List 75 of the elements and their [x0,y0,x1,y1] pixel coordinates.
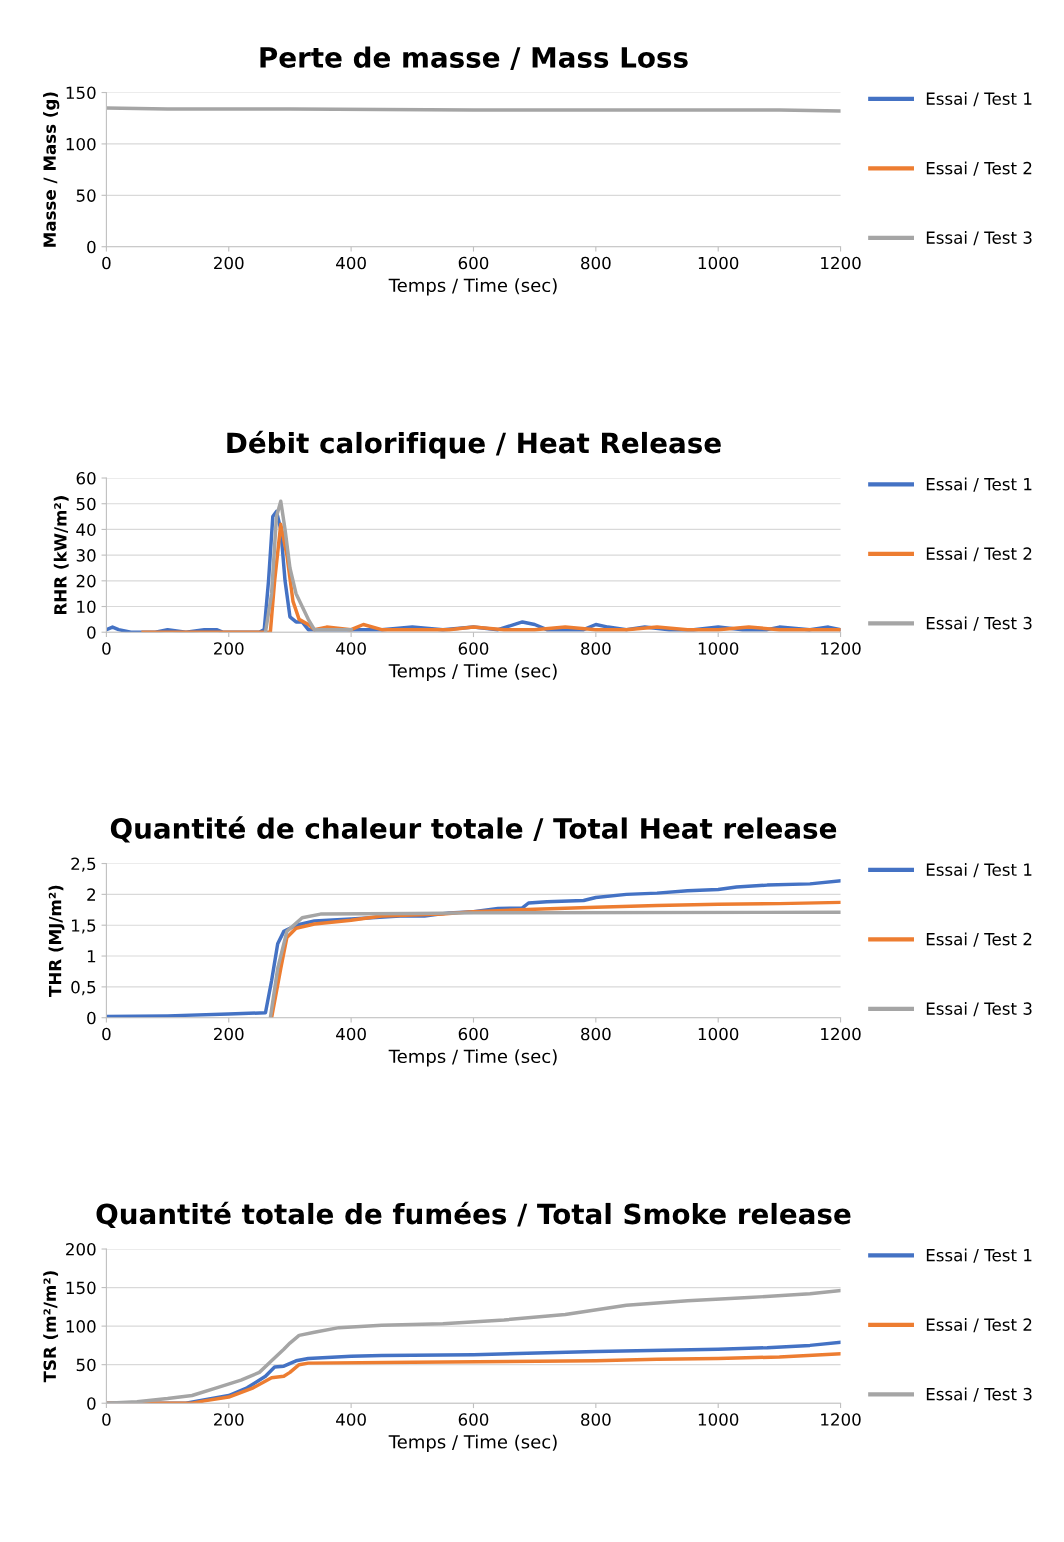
legend-label: Essai / Test 1 [926,477,1032,492]
x-tick-label: 800 [581,642,611,655]
y-tick-label: 0 [87,1397,96,1410]
legend-label: Essai / Test 3 [926,616,1032,631]
chart-title: Perte de masse / Mass Loss [260,46,688,71]
legend-label: Essai / Test 1 [926,92,1032,107]
x-axis-title: Temps / Time (sec) [388,1434,557,1453]
x-tick-label: 600 [458,1027,489,1041]
x-tick-label: 200 [214,642,244,655]
x-tick-label: 800 [581,256,611,270]
legend-label: Essai / Test 2 [926,932,1032,947]
legend-label: Essai / Test 3 [926,231,1032,246]
x-tick-label: 600 [458,256,489,270]
x-tick-label: 1000 [698,642,739,655]
legend-label: Essai / Test 2 [926,547,1032,562]
y-tick-label: 20 [76,574,96,588]
y-tick-label: 40 [76,523,96,536]
x-axis-title: Temps / Time (sec) [388,663,557,682]
legend-label: Essai / Test 3 [926,1387,1032,1402]
y-tick-label: 50 [76,1358,96,1372]
x-tick-label: 600 [458,642,489,655]
legend-label: Essai / Test 2 [926,161,1032,176]
x-tick-label: 400 [336,1027,366,1041]
y-axis-title: TSR (m²/m²) [43,1271,59,1383]
x-tick-label: 0 [102,256,111,270]
y-axis-title: THR (MJ/m²) [48,885,65,997]
x-tick-label: 1000 [698,1413,739,1426]
legend-label: Essai / Test 2 [926,1318,1032,1333]
x-tick-label: 1200 [821,256,861,270]
x-tick-label: 800 [581,1413,611,1426]
y-tick-label: 200 [66,1242,96,1256]
chart-title: Quantité totale de fumées / Total Smoke release [96,1201,851,1229]
x-tick-label: 200 [214,256,244,270]
line-series [263,499,353,633]
y-tick-label: 30 [76,549,96,562]
y-tick-label: 10 [77,600,96,614]
x-axis-title: Temps / Time (sec) [388,278,557,296]
y-tick-label: 100 [66,1320,96,1333]
x-tick-label: 400 [336,642,366,655]
x-tick-label: 1000 [698,1027,739,1041]
y-axis-title: RHR (kW/m²) [53,496,69,615]
x-tick-label: 1200 [821,642,861,655]
x-tick-label: 1200 [821,1027,861,1041]
y-tick-label: 1,5 [72,919,96,934]
x-tick-label: 0 [102,642,111,655]
x-axis-title: Temps / Time (sec) [388,1049,557,1067]
x-tick-label: 200 [214,1413,244,1426]
x-tick-label: 400 [336,256,366,270]
x-tick-label: 200 [214,1027,244,1041]
y-tick-label: 60 [76,471,96,485]
y-tick-label: 0 [87,240,96,254]
chart-title: Débit calorifique / Heat Release [227,430,721,459]
y-tick-label: 0 [87,626,96,639]
x-tick-label: 600 [458,1413,489,1426]
x-tick-label: 0 [102,1413,111,1426]
y-tick-label: 150 [66,1281,96,1295]
y-tick-label: 50 [76,189,96,202]
legend-label: Essai / Test 1 [926,863,1032,878]
y-tick-label: 1 [87,950,96,963]
x-tick-label: 1200 [821,1413,861,1426]
y-tick-label: 150 [66,86,96,100]
x-tick-label: 800 [581,1027,611,1041]
x-tick-label: 400 [336,1413,366,1426]
chart-title: Quantité de chaleur totale / Total Heat release [110,816,837,843]
x-tick-label: 1000 [698,256,739,270]
y-tick-label: 0 [87,1011,96,1025]
legend-label: Essai / Test 3 [926,1002,1032,1017]
y-tick-label: 2 [87,888,96,901]
y-tick-label: 100 [66,137,96,151]
y-tick-label: 0,5 [71,980,96,996]
x-tick-label: 0 [102,1027,111,1041]
y-axis-title: Masse / Mass (g) [43,92,60,247]
y-tick-label: 2,5 [71,857,96,872]
y-tick-label: 50 [76,497,96,511]
legend-label: Essai / Test 1 [926,1248,1032,1263]
